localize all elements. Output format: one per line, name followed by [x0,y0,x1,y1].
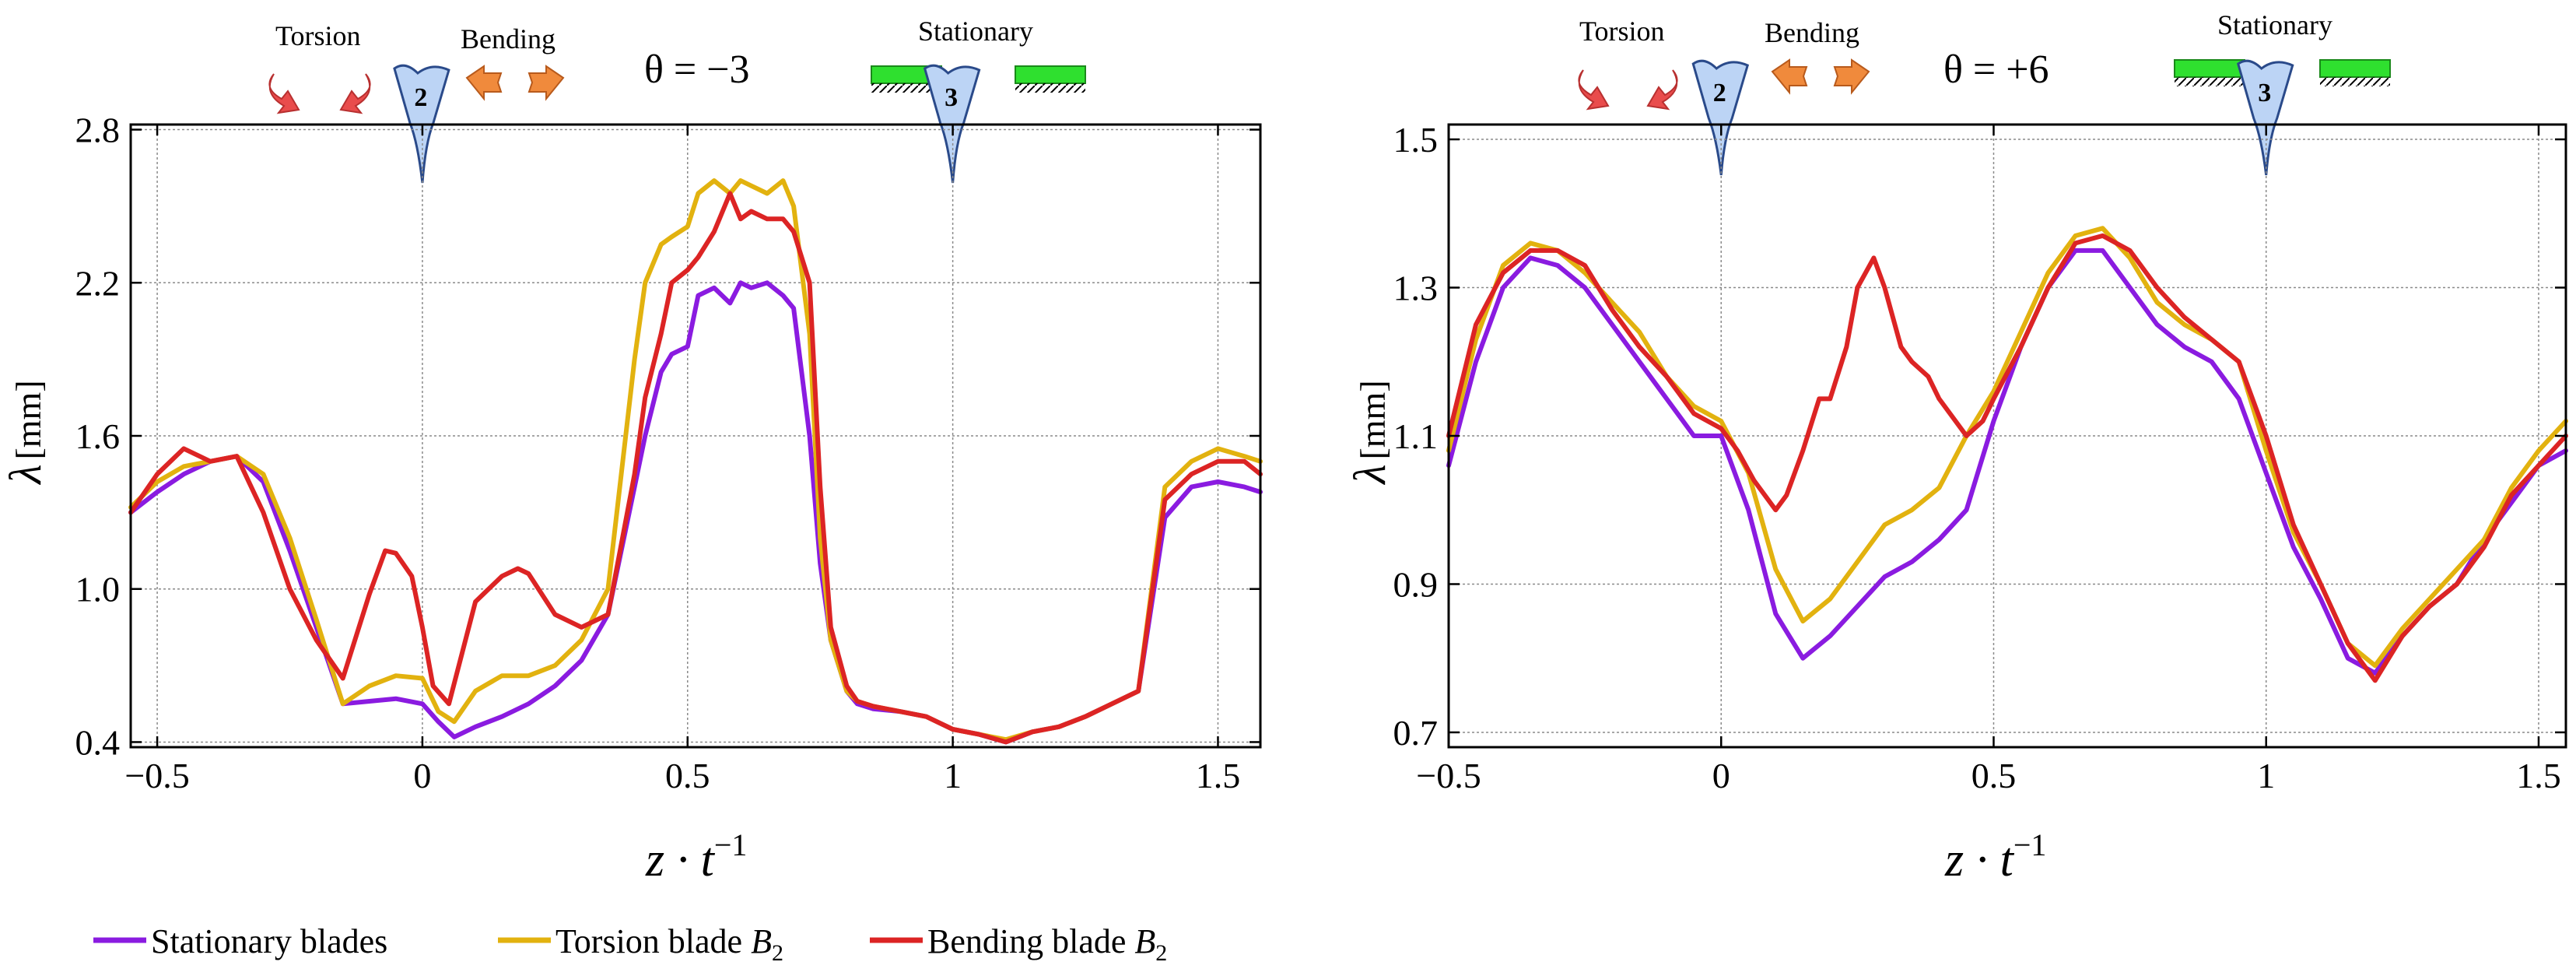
support-left-icon [2174,59,2245,86]
series-line-torsion [128,178,1263,743]
torsion-label: Torsion [275,20,360,51]
support-right-icon [1015,65,1086,93]
bending-icon [1771,58,1870,95]
x-tick-label: 0 [413,756,431,795]
stationary-label: Stationary [2217,9,2332,40]
series-line-stationary [1446,248,2568,676]
x-tick-label: −0.5 [124,756,189,795]
bending-icon [465,65,565,101]
series-line-bending [128,191,1263,745]
y-axis-label: λ[mm] [0,380,51,485]
y-tick-label: 1.5 [1393,120,1439,160]
x-tick-label: 0.5 [1971,756,2017,795]
x-tick-label: −0.5 [1416,756,1481,795]
theta-label: θ = +6 [1943,47,2049,92]
y-tick-label: 1.6 [75,416,121,456]
series-line-bending [1446,233,2568,683]
grid [131,125,1260,747]
x-ticks: −0.5 0 0.5 1 1.5 [1416,125,2561,795]
x-tick-label: 1 [944,756,962,795]
legend-label-stationary: Stationary blades [151,922,387,960]
legend: Stationary blades Torsion blade B2 Bendi… [93,922,1167,966]
y-tick-label: 1.1 [1393,416,1439,456]
blade-2-number: 2 [1713,79,1726,107]
legend-item-stationary: Stationary blades [93,922,387,960]
blade-3-icon: 3 [2236,59,2294,176]
x-ticks: −0.5 0 0.5 1 1.5 [124,125,1240,795]
y-tick-label: 0.7 [1393,713,1439,753]
y-axis-label: λ[mm] [1344,380,1395,485]
x-tick-label: 0 [1712,756,1730,795]
theta-label: θ = −3 [644,47,750,92]
bending-label: Bending [461,23,556,54]
y-tick-label: 1.3 [1393,269,1439,308]
stationary-label: Stationary [918,16,1033,47]
y-ticks: 0.7 0.9 1.1 1.3 1.5 [1393,120,2566,753]
x-tick-label: 0.5 [665,756,710,795]
chart-panel-left: Torsion Bending θ = −3 Stationary 2 3 −0… [0,16,1263,886]
y-tick-label: 1.0 [75,570,121,609]
series-line-stationary [128,280,1263,745]
series-lines [1446,226,2568,683]
x-tick-label: 1 [2257,756,2275,795]
bending-label: Bending [1765,17,1859,48]
torsion-label: Torsion [1579,16,1664,47]
y-tick-label: 2.2 [75,263,121,303]
grid [1449,125,2566,747]
legend-item-torsion: Torsion blade B2 [498,922,783,966]
y-tick-label: 2.8 [75,111,121,150]
torsion-icon [1578,69,1678,111]
x-axis-label: z · t−1 [1944,827,2046,886]
legend-item-bending: Bending blade B2 [870,922,1167,966]
x-tick-label: 1.5 [2516,756,2561,795]
blade-3-number: 3 [945,83,958,112]
chart-panel-right: Torsion Bending θ = +6 Stationary 2 3 −0… [1344,9,2568,886]
blade-2-number: 2 [414,83,427,112]
torsion-icon [268,73,371,114]
y-tick-label: 0.4 [75,722,121,762]
y-tick-label: 0.9 [1393,564,1439,604]
series-lines [128,178,1263,745]
series-line-torsion [1446,226,2568,669]
legend-label-bending: Bending blade B2 [927,922,1167,966]
x-tick-label: 1.5 [1196,756,1241,795]
blade-2-icon: 2 [1691,59,1750,176]
blade-3-number: 3 [2258,79,2271,107]
legend-label-torsion: Torsion blade B2 [556,922,783,966]
support-right-icon [2319,59,2391,86]
y-ticks: 0.4 1.0 1.6 2.2 2.8 [75,111,1260,762]
x-axis-label: z · t−1 [645,827,747,886]
